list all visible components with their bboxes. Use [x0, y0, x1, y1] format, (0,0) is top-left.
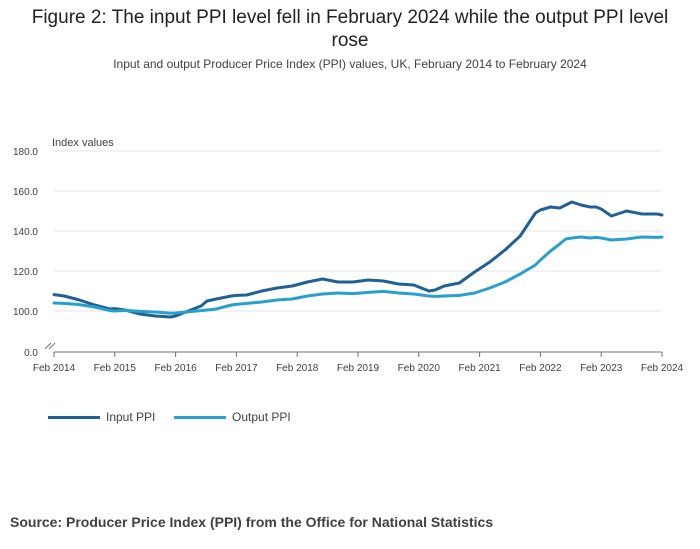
y-tick-label: 120.0	[13, 267, 38, 278]
y-axis-label: Index values	[52, 137, 114, 149]
x-tick-label: Feb 2015	[94, 363, 137, 374]
x-tick-label: Feb 2023	[580, 363, 623, 374]
x-tick-label: Feb 2021	[458, 363, 501, 374]
x-tick-label: Feb 2018	[276, 363, 319, 374]
legend-item-input: Input PPI	[48, 410, 155, 424]
x-tick-label: Feb 2019	[337, 363, 380, 374]
chart-subtitle: Input and output Producer Price Index (P…	[113, 57, 587, 71]
x-tick-label: Feb 2020	[398, 363, 441, 374]
x-tick-label: Feb 2022	[519, 363, 562, 374]
gridlines	[54, 150, 662, 312]
y-tick-label: 180.0	[13, 147, 38, 158]
source-note: Source: Producer Price Index (PPI) from …	[10, 514, 494, 530]
axes: 0.0 100.0 120.0 140.0 160.0 180.0 Index values…	[13, 137, 684, 374]
x-tick-label: Feb 2014	[33, 363, 76, 374]
y-tick-label: 160.0	[13, 187, 38, 198]
legend-item-output: Output PPI	[174, 410, 291, 424]
legend-swatch-output	[174, 415, 226, 419]
legend-label-input: Input PPI	[106, 410, 156, 424]
series-lines	[52, 200, 664, 319]
y-tick-label: 140.0	[13, 227, 38, 238]
y-tick-label: 100.0	[13, 307, 38, 318]
x-tick-label: Feb 2024	[641, 363, 684, 374]
line-chart: 0.0 100.0 120.0 140.0 160.0 180.0 Index values…	[13, 137, 684, 374]
input-ppi-line	[52, 200, 664, 319]
axis-break-mark	[44, 342, 52, 350]
legend-label-output: Output PPI	[232, 410, 291, 424]
output-ppi-line	[52, 235, 664, 315]
chart-title: Figure 2: The input PPI level fell in Fe…	[31, 7, 669, 51]
x-tick-label: Feb 2016	[154, 363, 197, 374]
axis-break-mark	[48, 342, 56, 350]
y-tick-label: 0.0	[24, 348, 38, 359]
x-tick-label: Feb 2017	[215, 363, 258, 374]
legend-swatch-input	[48, 415, 100, 419]
